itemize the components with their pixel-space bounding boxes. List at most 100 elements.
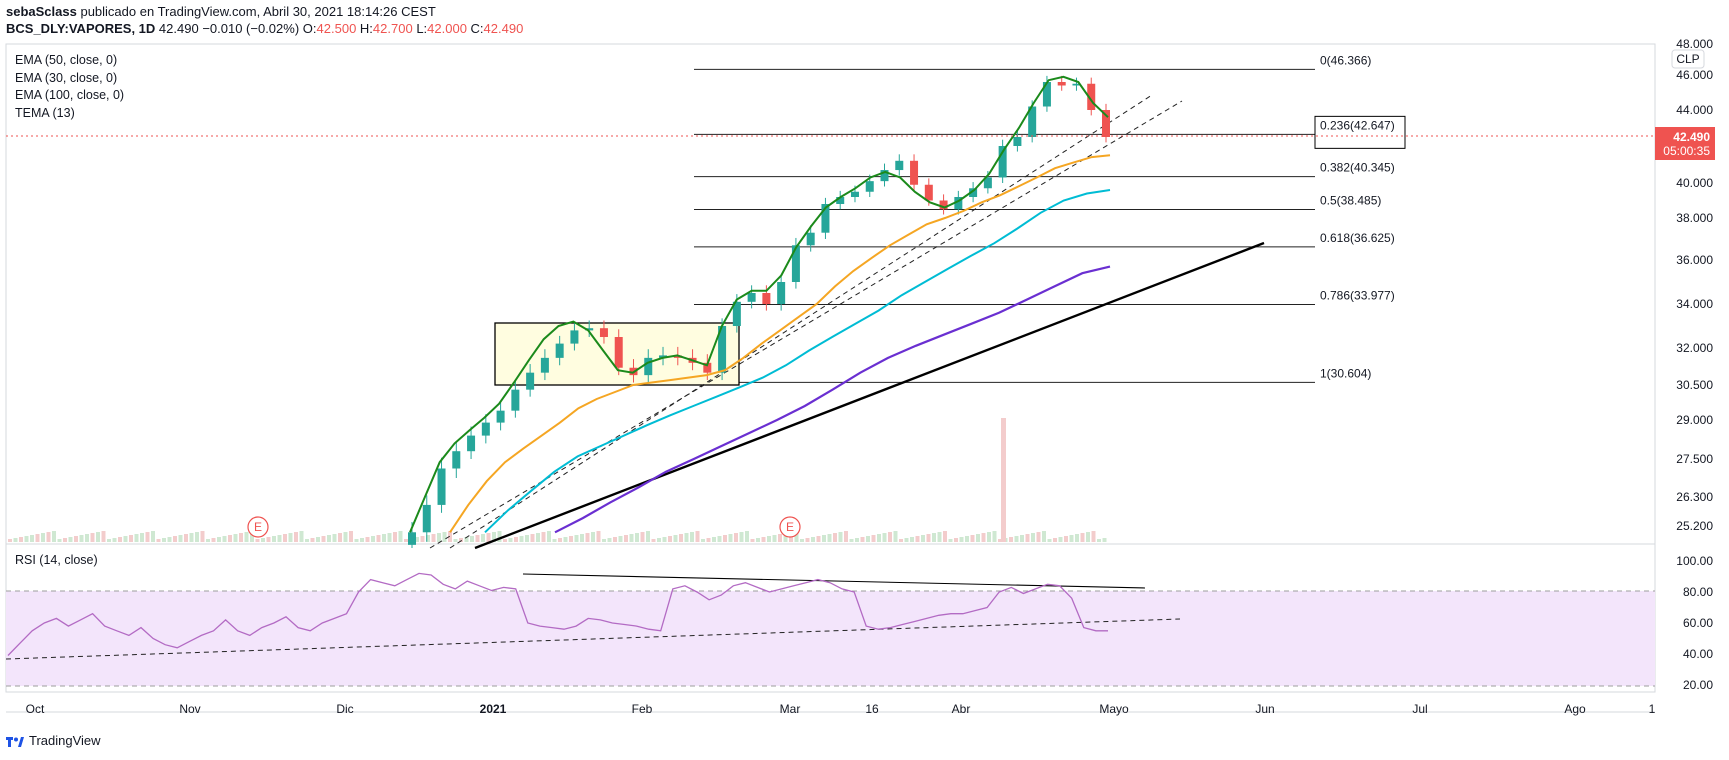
candle-body[interactable] <box>924 184 933 201</box>
volume-bar <box>316 537 320 542</box>
legend-ema-30[interactable]: EMA (30, close, 0) <box>15 70 118 85</box>
price-axis[interactable]: 48.00046.00044.00042.00040.00038.00036.0… <box>1676 37 1713 533</box>
candle-body[interactable] <box>836 197 845 204</box>
volume-bar <box>761 537 766 542</box>
candle-body[interactable] <box>408 532 416 545</box>
candle-body[interactable] <box>585 328 594 331</box>
volume-bar <box>805 538 810 542</box>
author-name[interactable]: sebaSclass <box>6 4 77 19</box>
legend-ema-50[interactable]: EMA (50, close, 0) <box>15 53 118 67</box>
rsi-axis[interactable]: 100.00 80.00 60.00 40.00 20.00 <box>1676 554 1713 692</box>
volume-bar <box>453 539 458 542</box>
volume-bar <box>1014 536 1019 542</box>
volume-bar <box>981 533 986 542</box>
candle-body[interactable] <box>570 330 579 344</box>
volume-bar <box>904 538 909 542</box>
volume-bar <box>266 537 271 542</box>
candle-body[interactable] <box>555 343 564 358</box>
tema-line <box>409 75 1109 533</box>
earnings-marker[interactable]: E <box>779 516 801 538</box>
candle-body[interactable] <box>599 328 608 337</box>
candle-body[interactable] <box>747 293 756 302</box>
volume-bar <box>910 537 914 542</box>
candle-body[interactable] <box>659 355 668 358</box>
candle-body[interactable] <box>791 245 800 282</box>
candle-body[interactable] <box>850 191 859 197</box>
trendline-dashed-2[interactable] <box>429 100 1183 549</box>
candle-body[interactable] <box>452 451 461 469</box>
volume-bar <box>382 534 386 542</box>
volume-bar <box>618 536 623 542</box>
candle-body[interactable] <box>481 422 490 436</box>
candle-body[interactable] <box>777 282 786 304</box>
volume-bar <box>420 536 425 542</box>
candle-body[interactable] <box>939 200 948 210</box>
candle-body[interactable] <box>1072 83 1081 86</box>
rsi-trendline-dashed[interactable] <box>5 618 1181 660</box>
volume-bar <box>602 539 606 542</box>
legend-ema-100[interactable]: EMA (100, close, 0) <box>15 88 125 102</box>
volume-bar <box>976 534 980 542</box>
currency-badge[interactable]: CLP <box>1671 49 1705 69</box>
trendline-solid[interactable] <box>474 241 1265 550</box>
candle-body[interactable] <box>880 170 889 182</box>
volume-bar <box>475 535 480 542</box>
candle-body[interactable] <box>865 181 874 192</box>
volume-bar <box>107 539 111 542</box>
candle-body[interactable] <box>703 362 712 373</box>
candle-body[interactable] <box>614 337 623 368</box>
candle-body[interactable] <box>762 293 771 304</box>
volume-bar <box>1036 532 1041 542</box>
candle-body[interactable] <box>1087 83 1096 110</box>
volume-bar <box>750 539 755 542</box>
price-tick-label: 26.300 <box>1676 490 1713 504</box>
rsi-legend[interactable]: RSI (14, close) <box>15 553 98 567</box>
candle-body[interactable] <box>1102 110 1110 137</box>
rsi-trendline-solid[interactable] <box>522 573 1146 589</box>
candle-body[interactable] <box>983 177 992 189</box>
candle-body[interactable] <box>496 410 505 423</box>
volume-bar <box>547 531 551 542</box>
volume-bar <box>679 534 683 542</box>
fib-level-label: 0.786(33.977) <box>1320 289 1395 303</box>
rsi-band <box>6 591 1655 686</box>
low-value: 42.000 <box>427 21 467 36</box>
symbol-name[interactable]: BCS_DLY:VAPORES, 1D <box>6 21 156 36</box>
candle-body[interactable] <box>718 326 727 373</box>
candle-body[interactable] <box>1013 137 1022 146</box>
candle-body[interactable] <box>910 160 919 185</box>
candle-body[interactable] <box>806 232 815 246</box>
candle-body[interactable] <box>422 504 431 533</box>
candle-body[interactable] <box>437 468 446 505</box>
candle-body[interactable] <box>1042 82 1051 107</box>
candle-body[interactable] <box>526 372 535 390</box>
candle-body[interactable] <box>1028 106 1037 138</box>
candle-body[interactable] <box>954 197 963 210</box>
trendline-dashed-1[interactable] <box>449 94 1153 549</box>
volume-bar <box>1075 534 1079 542</box>
candle-body[interactable] <box>644 357 653 376</box>
volume-bar <box>288 533 293 542</box>
fibonacci-retracement[interactable]: 0(46.366) 0.236(42.647) 0.382(40.345) 0.5(3… <box>694 53 1406 383</box>
candle-body[interactable] <box>511 389 520 411</box>
candle-body[interactable] <box>732 301 741 326</box>
candle-body[interactable] <box>895 160 904 171</box>
earnings-marker[interactable]: E <box>247 516 269 538</box>
candle-body[interactable] <box>673 355 682 358</box>
candle-body[interactable] <box>1057 82 1066 86</box>
candle-body[interactable] <box>821 204 830 233</box>
volume-bar <box>899 539 903 542</box>
volume-bar <box>30 535 34 542</box>
time-axis[interactable]: Oct Nov Dic 2021 Feb Mar 16 Abr Mayo Jun Jul Ago 1 <box>26 702 1656 716</box>
volume-bar <box>261 538 265 542</box>
candle-body[interactable] <box>969 188 978 197</box>
volume-bar <box>1086 532 1090 542</box>
candle-body[interactable] <box>540 357 549 373</box>
fib-highlight-box[interactable] <box>1314 115 1406 149</box>
volume-bar <box>888 532 892 542</box>
legend-tema[interactable]: TEMA (13) <box>15 105 75 120</box>
candle-body[interactable] <box>998 146 1007 178</box>
candle-body[interactable] <box>467 435 476 452</box>
footer-brand[interactable]: TradingView <box>6 733 101 748</box>
